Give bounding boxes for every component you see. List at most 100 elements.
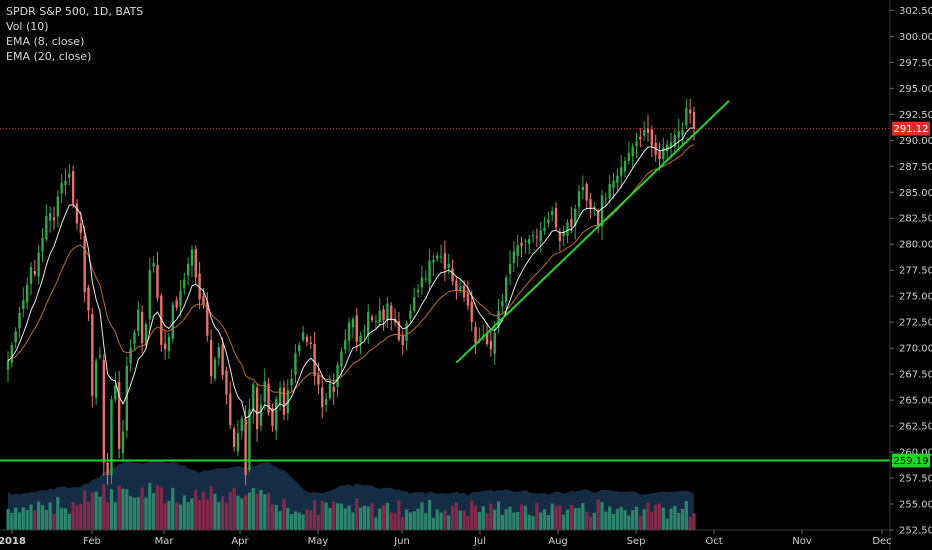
- ema8-line[interactable]: [7, 127, 695, 419]
- price-axis[interactable]: 302.50 300.00 297.50 295.00 292.50 290.00 287.…: [890, 6, 932, 537]
- candle-body: [37, 252, 40, 277]
- volume-bar: [604, 511, 608, 530]
- candle-body: [294, 353, 297, 376]
- candle-body: [129, 348, 132, 364]
- volume-bar: [504, 509, 508, 530]
- time-axis[interactable]: 2018 Feb Mar Apr May Jun Jul Aug Sep Oct Nov Dec: [0, 530, 892, 547]
- candle-body: [163, 343, 167, 350]
- candle-body: [639, 136, 642, 140]
- candle-body: [321, 387, 324, 408]
- candle-body: [244, 418, 247, 475]
- volume-bar: [619, 506, 623, 530]
- volume-bar: [554, 505, 558, 530]
- price-tick-label: 297.50: [899, 58, 932, 69]
- volume-bar: [347, 505, 351, 530]
- candle-body: [94, 360, 98, 398]
- volume-bar: [527, 514, 531, 530]
- volume-bar: [259, 489, 263, 530]
- candle-body: [662, 147, 665, 160]
- volume-bar: [500, 514, 504, 530]
- volume-bar: [217, 502, 221, 530]
- overlay-layer: [0, 100, 890, 462]
- candle-body: [420, 277, 424, 288]
- volume-bar: [546, 514, 550, 530]
- volume-bar: [531, 516, 535, 530]
- volume-bar: [427, 499, 432, 530]
- volume-bar: [171, 487, 175, 530]
- candle-body: [263, 381, 266, 402]
- candle-body: [501, 301, 504, 307]
- candle-body: [232, 428, 236, 447]
- time-tick-label: Feb: [83, 536, 101, 547]
- volume-bar: [194, 489, 198, 530]
- volume-bar: [688, 516, 692, 530]
- legend-ema20[interactable]: EMA (20, close): [6, 50, 92, 63]
- legend-ema8[interactable]: EMA (8, close): [6, 35, 85, 48]
- price-tick-label: 260.00: [899, 448, 932, 459]
- candle-body: [474, 326, 477, 343]
- candle-body: [642, 129, 646, 136]
- volume-bar: [638, 516, 642, 530]
- volume-bar: [615, 508, 619, 530]
- candle-body: [275, 399, 278, 431]
- legend-symbol[interactable]: SPDR S&P 500, 1D, BATS: [6, 5, 144, 18]
- volume-bar: [458, 510, 462, 530]
- candle-body: [685, 108, 688, 126]
- volume-bar: [278, 511, 282, 530]
- volume-bar: [335, 503, 340, 530]
- candle-body: [512, 251, 516, 263]
- volume-bar: [178, 504, 183, 530]
- volume-bar: [6, 509, 10, 530]
- candle-body: [608, 183, 611, 199]
- candle-body: [382, 309, 385, 321]
- candle-body: [623, 161, 627, 172]
- candle-body: [64, 180, 67, 185]
- legend-volume[interactable]: Vol (10): [6, 20, 49, 33]
- volume-bar: [385, 502, 390, 530]
- price-tick-label: 267.50: [899, 370, 932, 381]
- volume-bar: [121, 488, 125, 530]
- time-tick-label: Jul: [473, 536, 486, 547]
- candle-body: [347, 322, 351, 341]
- volume-bar: [71, 501, 75, 530]
- candle-body: [635, 141, 638, 147]
- ema-layer: [7, 127, 695, 419]
- volume-bar: [454, 502, 459, 530]
- volume-bar: [21, 507, 25, 530]
- volume-bar: [332, 501, 336, 530]
- candle-body: [217, 347, 220, 358]
- volume-bar: [328, 507, 332, 530]
- volume-bar: [90, 492, 94, 530]
- candle-body: [351, 319, 355, 328]
- volume-bar: [473, 505, 478, 530]
- volume-bar: [470, 500, 474, 530]
- candle-body: [367, 311, 370, 336]
- candle-body: [167, 336, 171, 351]
- volume-bar: [657, 503, 662, 530]
- volume-bar: [270, 504, 275, 530]
- volume-bar: [63, 508, 68, 530]
- candle-body: [432, 259, 435, 263]
- candle-body: [390, 305, 393, 320]
- candle-body: [528, 239, 531, 245]
- volume-bar: [496, 501, 501, 530]
- trendline[interactable]: [455, 100, 730, 364]
- candle-body: [252, 384, 255, 411]
- candle-body: [386, 303, 389, 321]
- volume-bar: [94, 491, 98, 530]
- volume-bar: [148, 482, 152, 530]
- volume-bar: [692, 513, 696, 530]
- volume-bar: [623, 510, 627, 530]
- volume-bar: [48, 502, 52, 530]
- time-tick-label: Mar: [155, 536, 175, 547]
- candle-body: [658, 151, 661, 159]
- price-tick-label: 285.00: [899, 188, 932, 199]
- volume-bar: [232, 487, 236, 530]
- volume-bar: [14, 507, 18, 530]
- ema20-line[interactable]: [7, 144, 695, 395]
- candle-body: [144, 324, 148, 346]
- candle-body: [140, 311, 144, 343]
- candle-body: [589, 198, 592, 209]
- volume-bar: [684, 501, 688, 530]
